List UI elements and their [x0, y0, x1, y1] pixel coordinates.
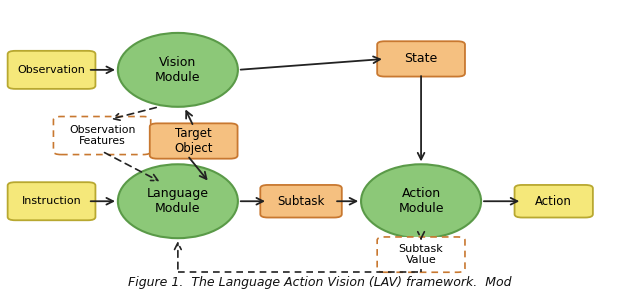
Text: Observation: Observation: [18, 65, 86, 75]
FancyBboxPatch shape: [150, 123, 237, 159]
FancyBboxPatch shape: [515, 185, 593, 217]
Text: Instruction: Instruction: [22, 196, 81, 206]
Text: State: State: [404, 52, 438, 65]
Text: Action: Action: [535, 195, 572, 208]
FancyBboxPatch shape: [260, 185, 342, 217]
Text: Action
Module: Action Module: [398, 187, 444, 215]
Ellipse shape: [361, 164, 481, 238]
Text: Target
Object: Target Object: [175, 127, 213, 155]
Text: Vision
Module: Vision Module: [155, 56, 200, 84]
Text: Figure 1.  The Language Action Vision (LAV) framework.  Mod: Figure 1. The Language Action Vision (LA…: [128, 276, 512, 289]
Text: Observation
Features: Observation Features: [69, 125, 135, 146]
FancyBboxPatch shape: [8, 182, 95, 220]
FancyBboxPatch shape: [377, 41, 465, 77]
Text: Subtask
Value: Subtask Value: [399, 244, 444, 265]
Ellipse shape: [118, 33, 238, 107]
Text: Language
Module: Language Module: [147, 187, 209, 215]
FancyBboxPatch shape: [8, 51, 95, 89]
FancyBboxPatch shape: [377, 237, 465, 272]
FancyBboxPatch shape: [53, 116, 150, 155]
Text: Subtask: Subtask: [277, 195, 324, 208]
Ellipse shape: [118, 164, 238, 238]
